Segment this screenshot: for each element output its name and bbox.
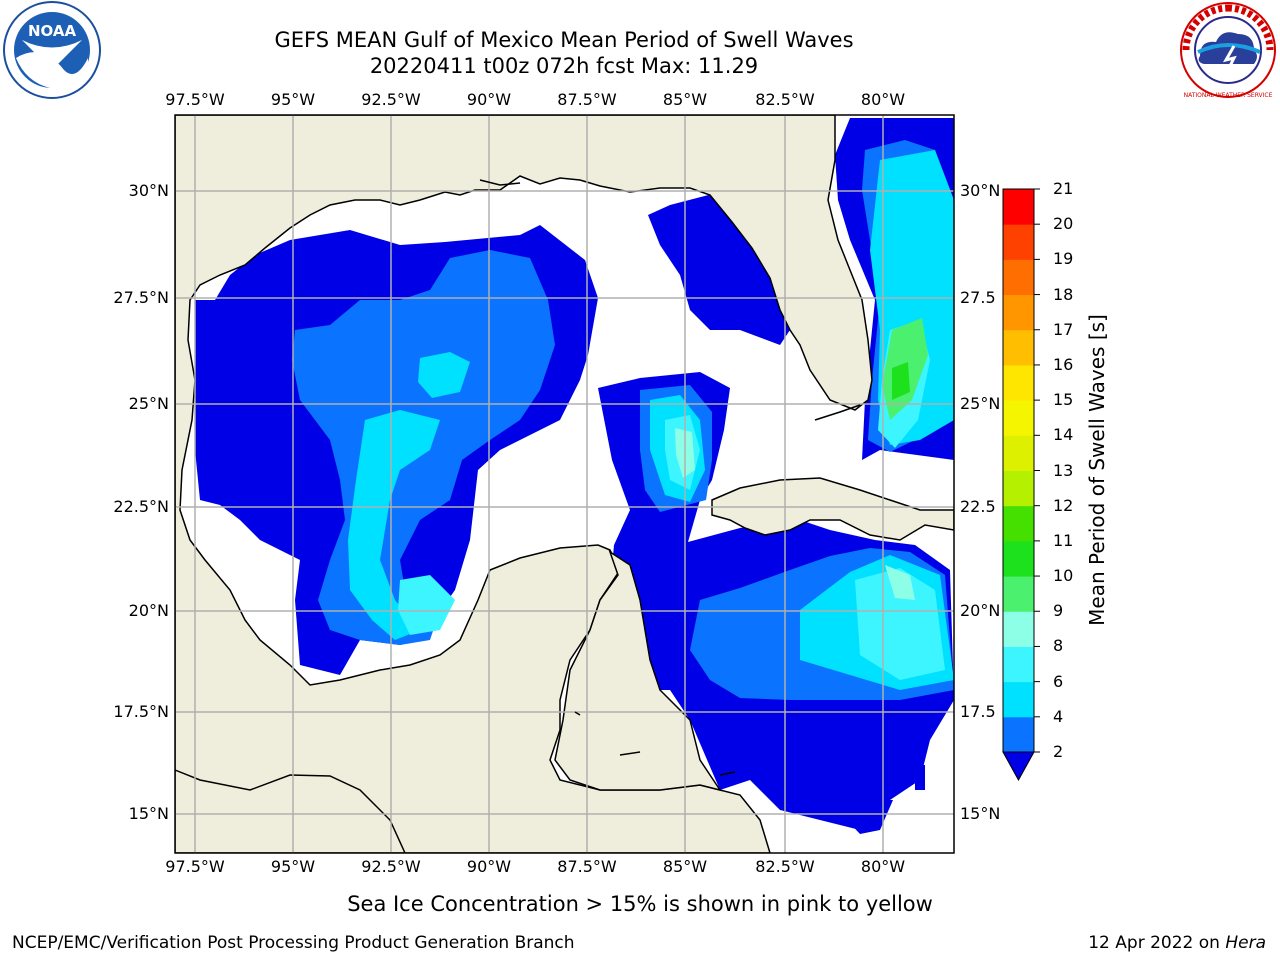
lon-tick-top: 87.5°W bbox=[557, 90, 617, 109]
colorbar-bin bbox=[1003, 224, 1034, 260]
plot-subtitle: 20220411 t00z 072h fcst Max: 11.29 bbox=[369, 54, 759, 78]
lon-tick-bottom: 92.5°W bbox=[361, 857, 421, 876]
land-cuba bbox=[711, 477, 954, 541]
colorbar-bin bbox=[1003, 364, 1034, 401]
colorbar-bin bbox=[1003, 540, 1034, 577]
lon-tick-top: 90°W bbox=[466, 90, 512, 109]
lat-tick-right: 25°N bbox=[960, 394, 1001, 413]
contour-10-11 bbox=[892, 362, 910, 400]
date-text: 12 Apr 2022 on Hera bbox=[1088, 933, 1266, 953]
colorbar bbox=[1002, 188, 1040, 782]
credit-text: NCEP/EMC/Verification Post Processing Pr… bbox=[12, 933, 575, 953]
colorbar-bin bbox=[1003, 470, 1034, 507]
colorbar-tick-label: 17 bbox=[1053, 319, 1074, 339]
contour-8-9-b bbox=[885, 565, 915, 600]
colorbar-tick-label: 19 bbox=[1053, 249, 1074, 269]
colorbar-tick-label: 13 bbox=[1053, 460, 1074, 480]
colorbar-bin bbox=[1003, 505, 1034, 542]
lat-tick-left: 25°N bbox=[128, 394, 169, 413]
lon-tick-bottom: 87.5°W bbox=[557, 857, 617, 876]
noaa-logo-icon: NOAA bbox=[3, 1, 101, 99]
lat-tick-left: 22.5°N bbox=[113, 497, 169, 516]
noaa-logo: NOAA bbox=[2, 0, 102, 100]
colorbar-tick-label: 16 bbox=[1053, 354, 1074, 374]
colorbar-bin bbox=[1003, 716, 1034, 753]
colorbar-bin bbox=[1003, 329, 1034, 366]
colorbar-tick-label: 12 bbox=[1053, 495, 1074, 515]
colorbar-bin bbox=[1003, 611, 1034, 647]
contour-sw-pacific-a bbox=[845, 800, 893, 834]
lat-tick-right: 22.5 bbox=[960, 497, 996, 516]
colorbar-tick-label: 14 bbox=[1053, 425, 1074, 445]
contour-4-6-b bbox=[418, 352, 470, 398]
colorbar-bin bbox=[1003, 259, 1034, 296]
svg-text:NOAA: NOAA bbox=[28, 22, 77, 40]
colorbar-tick-label: 18 bbox=[1053, 284, 1074, 304]
colorbar-bin bbox=[1003, 435, 1034, 471]
lon-tick-bottom: 97.5°W bbox=[165, 857, 225, 876]
colorbar-tick-label: 15 bbox=[1053, 390, 1074, 410]
colorbar-tick-label: 2 bbox=[1053, 742, 1064, 761]
lat-tick-right: 20°N bbox=[960, 601, 1001, 620]
svg-text:NATIONAL WEATHER SERVICE: NATIONAL WEATHER SERVICE bbox=[1184, 92, 1273, 99]
host-name: Hera bbox=[1225, 933, 1266, 953]
lon-tick-top: 85°W bbox=[662, 90, 708, 109]
coastline-details bbox=[479, 179, 861, 776]
colorbar-under-triangle bbox=[1002, 751, 1035, 782]
colorbar-tick-label: 10 bbox=[1053, 566, 1074, 586]
nws-logo: NATIONAL WEATHER SERVICE bbox=[1178, 0, 1278, 100]
lat-tick-left: 17.5°N bbox=[113, 702, 169, 721]
lon-tick-bottom: 82.5°W bbox=[755, 857, 815, 876]
lon-tick-bottom: 90°W bbox=[466, 857, 512, 876]
lat-tick-left: 15°N bbox=[128, 804, 169, 823]
lon-tick-top: 97.5°W bbox=[165, 90, 225, 109]
colorbar-tick-label: 21 bbox=[1053, 179, 1074, 198]
lat-tick-right: 30°N bbox=[960, 181, 1001, 200]
colorbar-bin bbox=[1003, 576, 1034, 612]
colorbar-tick-label: 9 bbox=[1053, 601, 1064, 621]
plot-title: GEFS MEAN Gulf of Mexico Mean Period of … bbox=[274, 28, 854, 52]
colorbar-bin bbox=[1003, 646, 1034, 683]
colorbar-tick-label: 11 bbox=[1053, 530, 1074, 550]
lon-tick-top: 80°W bbox=[860, 90, 906, 109]
colorbar-bin bbox=[1003, 681, 1034, 718]
contour-4-6-a bbox=[348, 410, 440, 640]
contour-sw-pacific-b bbox=[915, 765, 925, 790]
colorbar-tick-label: 20 bbox=[1053, 214, 1074, 234]
lon-tick-top: 95°W bbox=[270, 90, 316, 109]
contour-6-8-a bbox=[398, 575, 455, 635]
contour-6-8-c bbox=[855, 568, 945, 680]
colorbar-tick-label: 4 bbox=[1053, 706, 1064, 726]
colorbar-label: Mean Period of Swell Waves [s] bbox=[1085, 314, 1109, 626]
lon-tick-bottom: 85°W bbox=[662, 857, 708, 876]
lat-tick-right: 17.5 bbox=[960, 702, 996, 721]
colorbar-tick-label: 6 bbox=[1053, 671, 1064, 691]
lat-tick-left: 30°N bbox=[128, 181, 169, 200]
graticule bbox=[175, 115, 954, 853]
sea-ice-footnote: Sea Ice Concentration > 15% is shown in … bbox=[347, 892, 933, 916]
colorbar-bin bbox=[1003, 189, 1034, 225]
lon-tick-top: 82.5°W bbox=[755, 90, 815, 109]
lon-tick-top: 92.5°W bbox=[361, 90, 421, 109]
map-frame bbox=[174, 114, 955, 854]
colorbar-bin bbox=[1003, 294, 1034, 331]
colorbar-tick-label: 8 bbox=[1053, 636, 1064, 656]
lat-tick-left: 20°N bbox=[128, 601, 169, 620]
lat-tick-right: 15°N bbox=[960, 804, 1001, 823]
lat-tick-left: 27.5°N bbox=[113, 288, 169, 307]
lon-tick-bottom: 80°W bbox=[860, 857, 906, 876]
national-weather-service-logo-icon: NATIONAL WEATHER SERVICE bbox=[1180, 2, 1276, 99]
lat-tick-right: 27.5 bbox=[960, 288, 996, 307]
lon-tick-bottom: 95°W bbox=[270, 857, 316, 876]
colorbar-bin bbox=[1003, 400, 1034, 436]
